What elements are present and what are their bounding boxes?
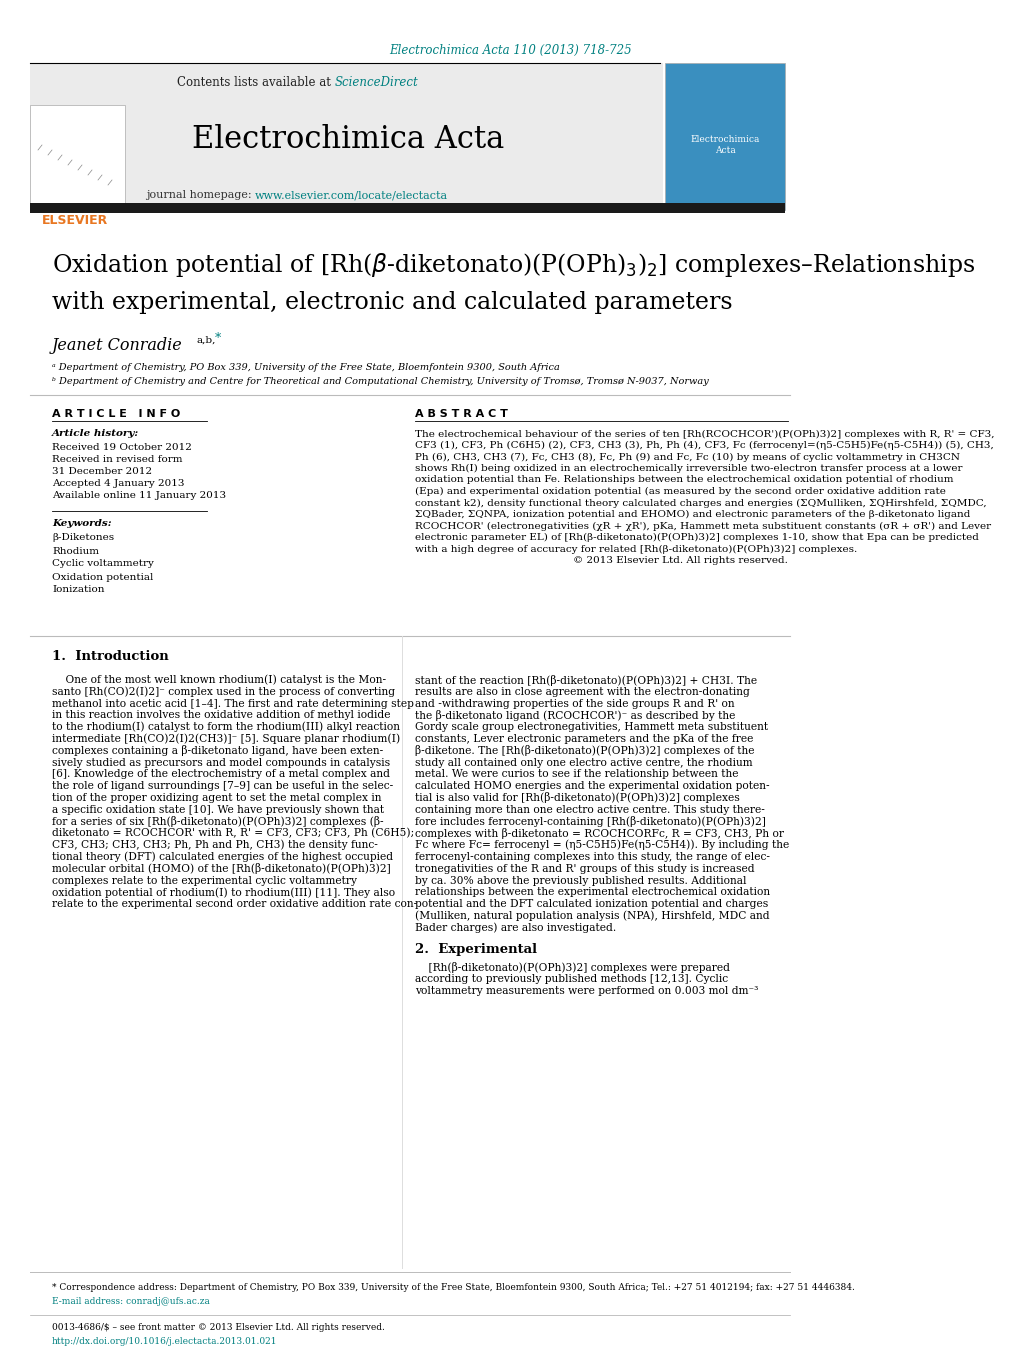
Text: Contents lists available at: Contents lists available at <box>177 77 334 89</box>
Text: Oxidation potential: Oxidation potential <box>52 573 153 581</box>
Text: sively studied as precursors and model compounds in catalysis: sively studied as precursors and model c… <box>52 758 389 767</box>
Text: (Mulliken, natural population analysis (NPA), Hirshfeld, MDC and: (Mulliken, natural population analysis (… <box>415 911 769 921</box>
Text: Rhodium: Rhodium <box>52 547 99 555</box>
Text: Ph (6), CH3, CH3 (7), Fc, CH3 (8), Fc, Ph (9) and Fc, Fc (10) by means of cyclic: Ph (6), CH3, CH3 (7), Fc, CH3 (8), Fc, P… <box>415 453 959 462</box>
Text: oxidation potential of rhodium(I) to rhodium(III) [11]. They also: oxidation potential of rhodium(I) to rho… <box>52 888 394 897</box>
Text: electronic parameter EL) of [Rh(β-diketonato)(P(OPh)3)2] complexes 1-10, show th: electronic parameter EL) of [Rh(β-diketo… <box>415 532 978 542</box>
Text: study all contained only one electro active centre, the rhodium: study all contained only one electro act… <box>415 758 752 767</box>
Text: RCOCHCOR' (electronegativities (χR + χR'), pKa, Hammett meta substituent constan: RCOCHCOR' (electronegativities (χR + χR'… <box>415 521 990 531</box>
Text: a,b,: a,b, <box>197 335 216 345</box>
Text: complexes with β-diketonato = RCOCHCORFc, R = CF3, CH3, Ph or: complexes with β-diketonato = RCOCHCORFc… <box>415 828 784 839</box>
Text: diketonato = RCOCHCOR' with R, R' = CF3, CF3; CF3, Ph (C6H5);: diketonato = RCOCHCOR' with R, R' = CF3,… <box>52 828 414 839</box>
Text: the β-diketonato ligand (RCOCHCOR')⁻ as described by the: the β-diketonato ligand (RCOCHCOR')⁻ as … <box>415 709 735 721</box>
Text: methanol into acetic acid [1–4]. The first and rate determining step: methanol into acetic acid [1–4]. The fir… <box>52 698 414 709</box>
Text: Received in revised form: Received in revised form <box>52 454 182 463</box>
Text: and -withdrawing properties of the side groups R and R' on: and -withdrawing properties of the side … <box>415 698 734 709</box>
Bar <box>30 63 662 209</box>
Text: intermediate [Rh(CO)2(I)2(CH3)]⁻ [5]. Square planar rhodium(I): intermediate [Rh(CO)2(I)2(CH3)]⁻ [5]. Sq… <box>52 734 399 744</box>
Text: tial is also valid for [Rh(β-diketonato)(P(OPh)3)2] complexes: tial is also valid for [Rh(β-diketonato)… <box>415 793 739 804</box>
Text: molecular orbital (HOMO) of the [Rh(β-diketonato)(P(OPh)3)2]: molecular orbital (HOMO) of the [Rh(β-di… <box>52 863 390 874</box>
Text: to the rhodium(I) catalyst to form the rhodium(III) alkyl reaction: to the rhodium(I) catalyst to form the r… <box>52 721 399 732</box>
Text: potential and the DFT calculated ionization potential and charges: potential and the DFT calculated ionizat… <box>415 900 767 909</box>
Text: for a series of six [Rh(β-diketonato)(P(OPh)3)2] complexes (β-: for a series of six [Rh(β-diketonato)(P(… <box>52 816 383 827</box>
Text: ferrocenyl-containing complexes into this study, the range of elec-: ferrocenyl-containing complexes into thi… <box>415 852 769 862</box>
Text: constants, Lever electronic parameters and the pKa of the free: constants, Lever electronic parameters a… <box>415 734 753 744</box>
Text: according to previously published methods [12,13]. Cyclic: according to previously published method… <box>415 974 728 985</box>
Text: A B S T R A C T: A B S T R A C T <box>415 409 507 419</box>
Text: Accepted 4 January 2013: Accepted 4 January 2013 <box>52 478 184 488</box>
Text: 2.  Experimental: 2. Experimental <box>415 943 537 957</box>
Text: Ionization: Ionization <box>52 585 104 594</box>
Text: relate to the experimental second order oxidative addition rate con-: relate to the experimental second order … <box>52 900 417 909</box>
Text: with a high degree of accuracy for related [Rh(β-diketonato)(P(OPh)3)2] complexe: with a high degree of accuracy for relat… <box>415 544 856 554</box>
Text: relationships between the experimental electrochemical oxidation: relationships between the experimental e… <box>415 888 769 897</box>
Text: metal. We were curios to see if the relationship between the: metal. We were curios to see if the rela… <box>415 770 738 780</box>
Text: results are also in close agreement with the electron-donating: results are also in close agreement with… <box>415 686 749 697</box>
Bar <box>30 105 125 209</box>
Text: © 2013 Elsevier Ltd. All rights reserved.: © 2013 Elsevier Ltd. All rights reserved… <box>573 557 788 565</box>
Text: with experimental, electronic and calculated parameters: with experimental, electronic and calcul… <box>52 290 732 313</box>
Text: complexes relate to the experimental cyclic voltammetry: complexes relate to the experimental cyc… <box>52 875 357 886</box>
Text: Fc where Fc= ferrocenyl = (η5-C5H5)Fe(η5-C5H4)). By including the: Fc where Fc= ferrocenyl = (η5-C5H5)Fe(η5… <box>415 840 789 851</box>
Text: complexes containing a β-diketonato ligand, have been exten-: complexes containing a β-diketonato liga… <box>52 746 383 757</box>
Text: *: * <box>215 331 221 345</box>
Text: tronegativities of the R and R' groups of this study is increased: tronegativities of the R and R' groups o… <box>415 863 754 874</box>
Text: santo [Rh(CO)2(I)2]⁻ complex used in the process of converting: santo [Rh(CO)2(I)2]⁻ complex used in the… <box>52 686 394 697</box>
Text: Keywords:: Keywords: <box>52 520 111 528</box>
Text: ΣQBader, ΣQNPA, ionization potential and EHOMO) and electronic parameters of the: ΣQBader, ΣQNPA, ionization potential and… <box>415 509 969 519</box>
Text: containing more than one electro active centre. This study there-: containing more than one electro active … <box>415 805 764 815</box>
Text: CF3, CH3; CH3, CH3; Ph, Ph and Ph, CH3) the density func-: CF3, CH3; CH3, CH3; Ph, Ph and Ph, CH3) … <box>52 840 377 851</box>
Text: β-Diketones: β-Diketones <box>52 534 114 543</box>
Text: constant k2), density functional theory calculated charges and energies (ΣQMulli: constant k2), density functional theory … <box>415 499 985 508</box>
Text: http://dx.doi.org/10.1016/j.electacta.2013.01.021: http://dx.doi.org/10.1016/j.electacta.20… <box>52 1336 277 1346</box>
Text: 0013-4686/$ – see front matter © 2013 Elsevier Ltd. All rights reserved.: 0013-4686/$ – see front matter © 2013 El… <box>52 1324 384 1332</box>
Text: Electrochimica
Acta: Electrochimica Acta <box>690 135 759 155</box>
Text: Electrochimica Acta: Electrochimica Acta <box>192 124 503 155</box>
Text: stant of the reaction [Rh(β-diketonato)(P(OPh)3)2] + CH3I. The: stant of the reaction [Rh(β-diketonato)(… <box>415 674 756 685</box>
Text: 31 December 2012: 31 December 2012 <box>52 466 152 476</box>
Text: in this reaction involves the oxidative addition of methyl iodide: in this reaction involves the oxidative … <box>52 711 390 720</box>
Text: by ca. 30% above the previously published results. Additional: by ca. 30% above the previously publishe… <box>415 875 746 886</box>
Text: ELSEVIER: ELSEVIER <box>42 213 108 227</box>
Text: fore includes ferrocenyl-containing [Rh(β-diketonato)(P(OPh)3)2]: fore includes ferrocenyl-containing [Rh(… <box>415 816 765 827</box>
Text: voltammetry measurements were performed on 0.003 mol dm⁻³: voltammetry measurements were performed … <box>415 986 758 996</box>
Text: One of the most well known rhodium(I) catalyst is the Mon-: One of the most well known rhodium(I) ca… <box>52 674 386 685</box>
Text: Electrochimica Acta 110 (2013) 718-725: Electrochimica Acta 110 (2013) 718-725 <box>388 43 631 57</box>
Text: ScienceDirect: ScienceDirect <box>334 77 419 89</box>
Text: Received 19 October 2012: Received 19 October 2012 <box>52 443 192 451</box>
Text: Article history:: Article history: <box>52 430 140 439</box>
Text: ᵃ Department of Chemistry, PO Box 339, University of the Free State, Bloemfontei: ᵃ Department of Chemistry, PO Box 339, U… <box>52 363 559 373</box>
Text: β-diketone. The [Rh(β-diketonato)(P(OPh)3)2] complexes of the: β-diketone. The [Rh(β-diketonato)(P(OPh)… <box>415 746 754 757</box>
Text: The electrochemical behaviour of the series of ten [Rh(RCOCHCOR')(P(OPh)3)2] com: The electrochemical behaviour of the ser… <box>415 430 994 439</box>
Text: E-mail address: conradj@ufs.ac.za: E-mail address: conradj@ufs.ac.za <box>52 1297 210 1305</box>
Text: oxidation potential than Fe. Relationships between the electrochemical oxidation: oxidation potential than Fe. Relationshi… <box>415 476 953 485</box>
Text: A R T I C L E   I N F O: A R T I C L E I N F O <box>52 409 180 419</box>
Text: ᵇ Department of Chemistry and Centre for Theoretical and Computational Chemistry: ᵇ Department of Chemistry and Centre for… <box>52 377 708 385</box>
Text: tional theory (DFT) calculated energies of the highest occupied: tional theory (DFT) calculated energies … <box>52 851 392 862</box>
Text: Gordy scale group electronegativities, Hammett meta substituent: Gordy scale group electronegativities, H… <box>415 723 767 732</box>
Text: Oxidation potential of [Rh($\beta$-diketonato)(P(OPh)$_3$)$_2$] complexes–Relati: Oxidation potential of [Rh($\beta$-diket… <box>52 251 974 280</box>
Text: shows Rh(I) being oxidized in an electrochemically irreversible two-electron tra: shows Rh(I) being oxidized in an electro… <box>415 463 962 473</box>
Text: journal homepage:: journal homepage: <box>146 190 255 200</box>
Text: Available online 11 January 2013: Available online 11 January 2013 <box>52 490 226 500</box>
Text: www.elsevier.com/locate/electacta: www.elsevier.com/locate/electacta <box>255 190 447 200</box>
Text: CF3 (1), CF3, Ph (C6H5) (2), CF3, CH3 (3), Ph, Ph (4), CF3, Fc (ferrocenyl=(η5-C: CF3 (1), CF3, Ph (C6H5) (2), CF3, CH3 (3… <box>415 440 993 450</box>
Text: (Epa) and experimental oxidation potential (as measured by the second order oxid: (Epa) and experimental oxidation potenti… <box>415 486 945 496</box>
Text: a specific oxidation state [10]. We have previously shown that: a specific oxidation state [10]. We have… <box>52 805 384 815</box>
Text: Jeanet Conradie: Jeanet Conradie <box>52 336 182 354</box>
Text: calculated HOMO energies and the experimental oxidation poten-: calculated HOMO energies and the experim… <box>415 781 769 792</box>
Text: 1.  Introduction: 1. Introduction <box>52 650 168 663</box>
Bar <box>30 203 785 213</box>
Text: Cyclic voltammetry: Cyclic voltammetry <box>52 559 154 569</box>
Bar <box>664 63 785 209</box>
Text: * Correspondence address: Department of Chemistry, PO Box 339, University of the: * Correspondence address: Department of … <box>52 1283 854 1293</box>
Text: the role of ligand surroundings [7–9] can be useful in the selec-: the role of ligand surroundings [7–9] ca… <box>52 781 393 792</box>
Text: [Rh(β-diketonato)(P(OPh)3)2] complexes were prepared: [Rh(β-diketonato)(P(OPh)3)2] complexes w… <box>415 962 730 973</box>
Text: Bader charges) are also investigated.: Bader charges) are also investigated. <box>415 923 615 934</box>
Text: [6]. Knowledge of the electrochemistry of a metal complex and: [6]. Knowledge of the electrochemistry o… <box>52 770 389 780</box>
Text: tion of the proper oxidizing agent to set the metal complex in: tion of the proper oxidizing agent to se… <box>52 793 381 802</box>
